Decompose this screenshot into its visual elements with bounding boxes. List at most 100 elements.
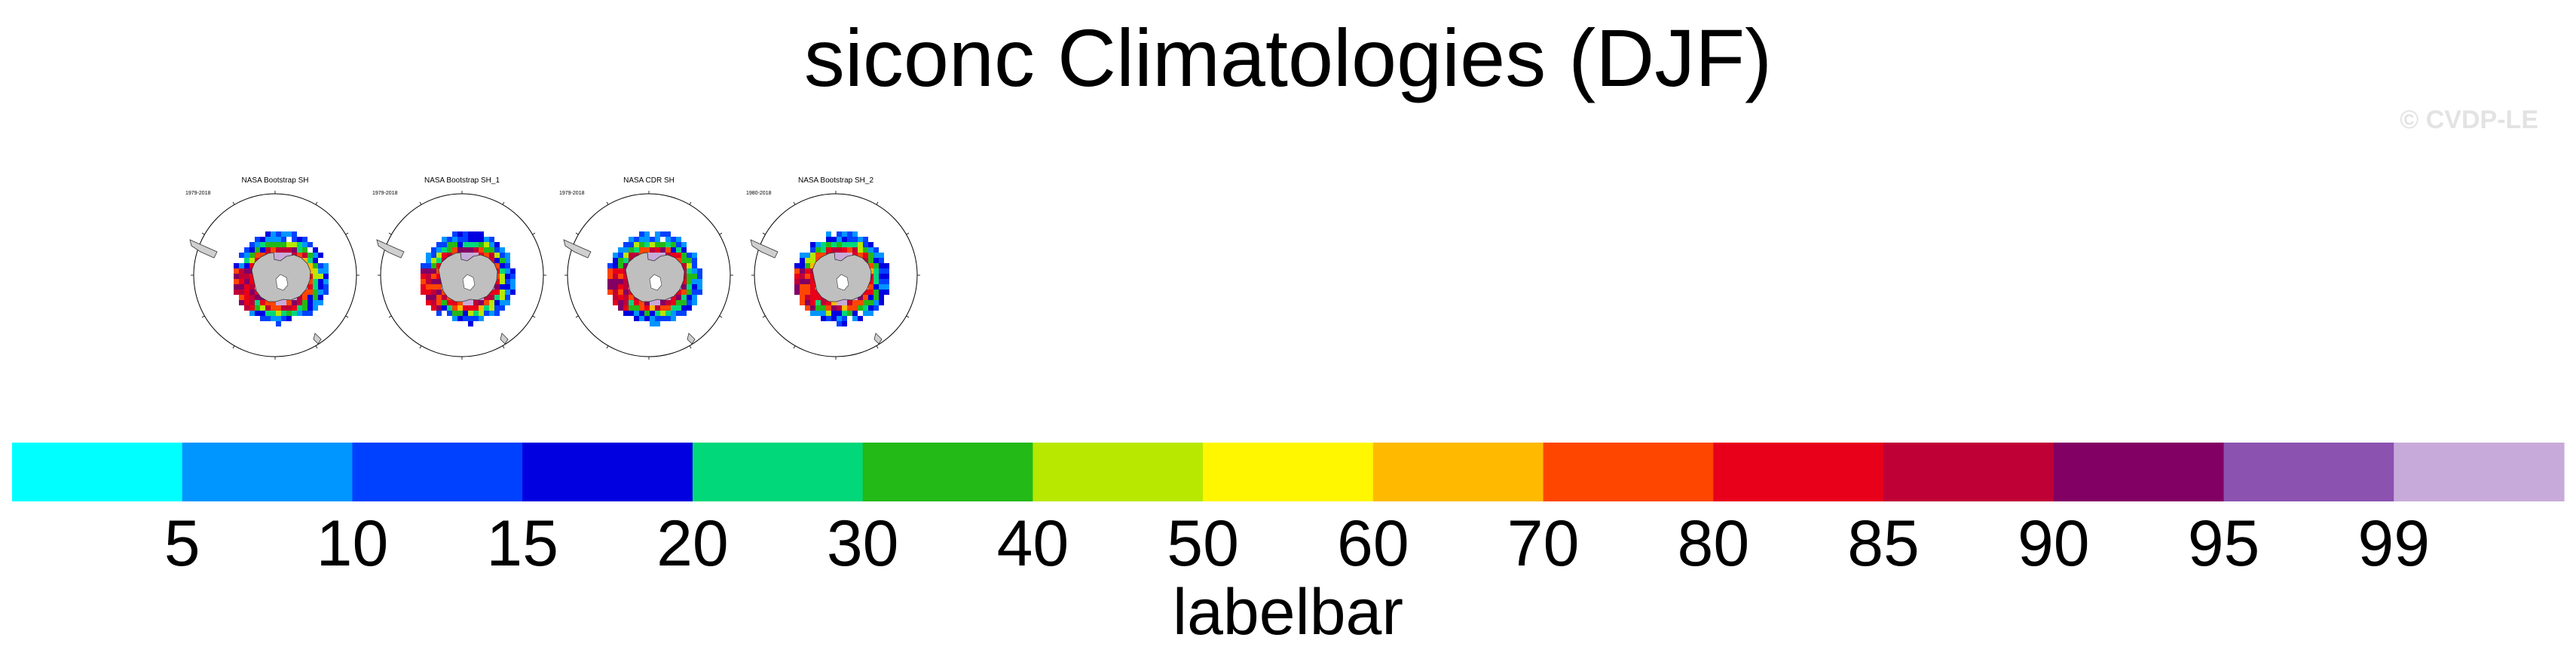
ice-cell (244, 279, 249, 284)
ice-cell (426, 263, 431, 268)
new-zealand-landmass (687, 333, 696, 345)
ice-cell (815, 295, 821, 300)
ice-cell (884, 284, 889, 290)
ice-cell (307, 295, 313, 300)
ice-cell (489, 305, 494, 311)
ice-cell (436, 279, 442, 284)
ice-cell (842, 321, 847, 326)
ice-cell (421, 290, 426, 295)
ice-cell (302, 295, 307, 300)
ice-cell (665, 242, 671, 247)
ice-cell (687, 263, 692, 268)
ice-cell (873, 258, 879, 263)
ice-cell (681, 279, 687, 284)
ice-cell (249, 253, 255, 258)
ice-cell (879, 284, 884, 290)
ice-cell (463, 305, 468, 311)
ice-cell (323, 290, 329, 295)
ice-cell (873, 305, 879, 311)
ice-cell (794, 279, 800, 284)
ice-cell (307, 279, 313, 284)
ice-cell (292, 300, 297, 305)
ice-cell (852, 242, 858, 247)
ice-cell (863, 258, 868, 263)
ice-cell (868, 284, 873, 290)
colorbar-tick-label: 20 (656, 507, 729, 580)
ice-cell (426, 284, 431, 290)
colorbar-tick-label: 30 (827, 507, 899, 580)
ice-cell (313, 295, 318, 300)
ice-cell (692, 268, 697, 274)
ice-cell (810, 253, 815, 258)
ice-cell (837, 316, 842, 321)
ice-cell (794, 290, 800, 295)
ice-cell (655, 321, 660, 326)
ice-cell (505, 253, 510, 258)
ice-cell (687, 253, 692, 258)
ice-cell (292, 311, 297, 316)
ice-cell (618, 247, 623, 253)
ice-cell (463, 237, 468, 242)
ice-cell (623, 263, 629, 268)
ice-cell (842, 311, 847, 316)
ice-cell (618, 279, 623, 284)
ice-cell (426, 300, 431, 305)
ice-cell (281, 237, 286, 242)
ice-cell (607, 268, 613, 274)
ice-cell (676, 242, 681, 247)
ice-cell (842, 247, 847, 253)
ice-cell (650, 247, 655, 253)
ice-cell (452, 237, 457, 242)
ice-cell (239, 253, 244, 258)
ice-cell (239, 263, 244, 268)
ice-cell (494, 263, 500, 268)
ice-cell (421, 274, 426, 279)
ice-cell (697, 274, 702, 279)
ice-cell (800, 279, 805, 284)
ice-cell (484, 305, 489, 311)
ice-cell (623, 253, 629, 258)
ice-cell (500, 300, 505, 305)
ice-cell (457, 242, 463, 247)
ice-cell (607, 290, 613, 295)
map-tick (201, 315, 205, 318)
map-tick (876, 201, 879, 205)
ice-cell (826, 311, 831, 316)
ice-cell (463, 231, 468, 237)
ice-cell (494, 247, 500, 253)
ice-cell (442, 253, 447, 258)
ice-cell (692, 290, 697, 295)
ice-cell (313, 258, 318, 263)
ice-cell (271, 311, 276, 316)
map-tick (502, 201, 505, 205)
ice-cell (500, 258, 505, 263)
new-zealand-landmass (313, 333, 322, 345)
ice-cell (613, 274, 618, 279)
ice-cell (847, 305, 852, 311)
ice-cell (447, 305, 452, 311)
ice-cell (271, 242, 276, 247)
ice-cell (302, 300, 307, 305)
ice-cell (665, 237, 671, 242)
page-title: siconc Climatologies (DJF) (803, 12, 1773, 103)
ice-cell (623, 305, 629, 311)
ice-cell (431, 279, 436, 284)
ice-cell (281, 253, 286, 258)
colorbar-tick-label: 60 (1337, 507, 1409, 580)
ice-cell (436, 242, 442, 247)
ice-cell (863, 247, 868, 253)
ice-cell (639, 247, 644, 253)
ice-cell (858, 300, 863, 305)
south-america-landmass (563, 239, 592, 259)
ice-cell (671, 300, 676, 305)
ice-cell (484, 237, 489, 242)
ice-cell (436, 274, 442, 279)
ice-cell (623, 290, 629, 295)
ice-cell (323, 274, 329, 279)
ice-cell (452, 242, 457, 247)
ice-cell (276, 237, 281, 242)
ice-cell (421, 263, 426, 268)
ice-cell (473, 311, 479, 316)
ice-cell (613, 290, 618, 295)
ice-cell (447, 247, 452, 253)
